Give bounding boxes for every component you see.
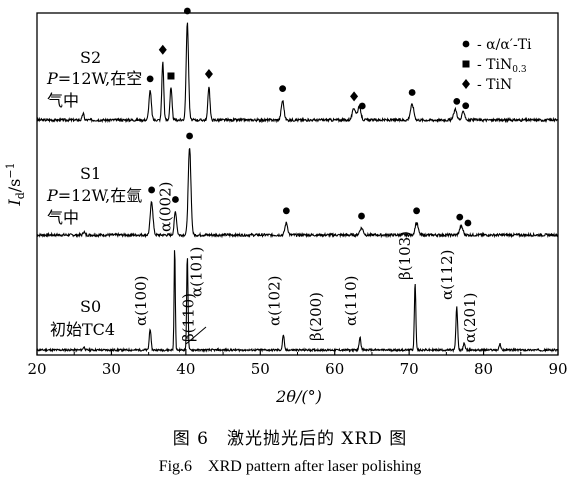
x-axis-ticks: 20 30 40 50 60 70 80 90 [27,349,568,378]
beta110-pointer-line [185,326,207,345]
annotation-002: α(002) [157,182,175,232]
s1-condition: P=12W,在氩 [46,186,142,205]
annotation-112: α(112) [438,250,456,300]
peak-marker-circle [456,213,464,221]
s0-name: S0 [80,297,101,316]
series-line-s0 [36,250,559,353]
peak-marker-diamond [204,69,213,80]
annotation-100: α(100) [132,276,150,326]
series-line-s1 [36,148,559,239]
annotation-110: α(110) [342,276,360,326]
peak-marker-circle [408,89,416,96]
peak-marker-circle [358,102,366,110]
legend-circle-marker [462,40,470,48]
peak-marker-circle [358,212,365,220]
legend-tin03-label: - TiN0.3 [477,57,527,75]
legend-tin-label: - TiN [477,77,512,93]
peak-marker-circle [282,207,290,215]
x-tick-label-70: 70 [400,360,419,378]
annotation-201: α(201) [461,293,479,343]
s2-name: S2 [80,48,101,67]
x-axis-label: 2θ/(°) [275,387,322,406]
annotation-110: β(110) [180,293,198,342]
legend-square-marker [462,60,470,68]
peak-markers [146,7,472,227]
x-tick-label-20: 20 [27,360,46,378]
peak-marker-circle [172,196,179,203]
legend-alpha-label: - α/α′-Ti [477,37,532,53]
x-tick-label-80: 80 [474,360,493,378]
peak-marker-square [167,72,175,80]
peak-marker-diamond [350,91,359,102]
annotation-102: α(102) [265,276,283,326]
s2-condition-line2: 气中 [47,91,79,110]
peak-marker-circle [464,219,472,227]
series-lines [36,22,559,353]
caption-english: Fig.6 XRD pattern after laser polishing [158,458,422,475]
x-tick-label-30: 30 [102,360,121,378]
annotation-103: β(103) [396,231,414,280]
s2-condition: P=12W,在空 [46,69,142,88]
peak-marker-circle [183,7,191,15]
peak-marker-circle [186,132,193,140]
peak-marker-diamond [158,44,167,55]
annotation-101: α(101) [187,247,205,297]
y-axis-label: Id/s−1 [4,162,27,206]
s1-name: S1 [80,164,101,183]
s1-condition-line2: 气中 [47,208,79,227]
legend: - α/α′-Ti - TiN0.3 - TiN [462,37,532,93]
annotation-200: β(200) [307,292,325,341]
x-tick-label-40: 40 [176,360,195,378]
peak-marker-circle [413,207,420,215]
series-line-s2 [36,22,559,124]
x-tick-label-50: 50 [251,360,270,378]
peak-annotations: α(100) α(002) α(101)β(110) α(102) β(200) α(11… [132,182,479,343]
x-tick-label-90: 90 [548,360,567,378]
peak-marker-circle [148,186,156,194]
x-tick-label-60: 60 [325,360,344,378]
peak-marker-circle [453,97,461,105]
peak-marker-circle [279,85,287,92]
peak-marker-circle [462,102,470,110]
s0-condition: 初始TC4 [50,320,115,339]
peak-marker-circle [146,75,154,83]
legend-diamond-marker [462,79,470,89]
caption-chinese: 图 6 激光抛光后的 XRD 图 [172,429,408,449]
